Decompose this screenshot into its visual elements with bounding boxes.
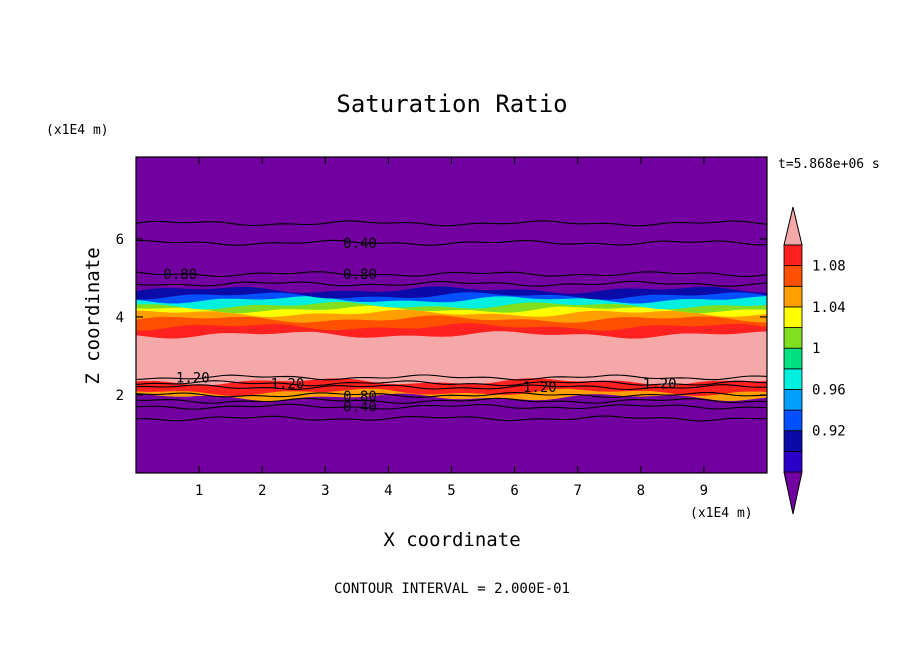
colorbar-segment	[783, 430, 803, 452]
contour-line	[135, 280, 768, 287]
x-axis-label: X coordinate	[383, 529, 520, 551]
contour-lines	[135, 220, 768, 422]
contour-label: 0.80	[343, 267, 377, 283]
contour-line	[135, 239, 768, 246]
x-tick-label: 9	[700, 483, 708, 499]
contour-line	[135, 374, 768, 381]
contour-label: 1.20	[523, 380, 557, 396]
contour-line	[135, 384, 768, 391]
x-unit-label: (x1E4 m)	[690, 506, 753, 521]
contour-label: 0.80	[163, 267, 197, 283]
contour-label: 0.40	[343, 236, 377, 252]
y-axis-ticks: 2 4 6	[116, 232, 767, 404]
contour-line	[135, 415, 768, 422]
contour-label: 0.40	[343, 400, 377, 416]
colorbar-segment	[783, 244, 803, 267]
colorbar-segment	[783, 368, 803, 390]
colorbar-segment	[783, 389, 803, 411]
colorbar-tick-label: 1.04	[812, 300, 846, 316]
colorbar-segment	[783, 347, 803, 370]
contour-label: 1.20	[271, 376, 305, 392]
contour-line	[135, 220, 768, 227]
x-tick-label: 7	[573, 483, 581, 499]
contour-line	[135, 397, 768, 404]
colorbar-segment	[783, 265, 803, 287]
colorbar-segment	[783, 327, 803, 349]
x-tick-label: 2	[258, 483, 266, 499]
colorbar-tick-label: 1.08	[812, 259, 846, 275]
contour-label: 1.20	[643, 376, 677, 392]
colorbar-segment	[783, 285, 803, 308]
x-tick-label: 1	[195, 483, 203, 499]
colorbar: 0.92 0.96 1 1.04 1.08	[783, 206, 846, 515]
contour-interval-note: CONTOUR INTERVAL = 2.000E-01	[334, 581, 570, 597]
contour-label: 0.80	[343, 389, 377, 405]
chart-title: Saturation Ratio	[336, 90, 567, 118]
y-tick-label: 6	[116, 232, 124, 248]
x-axis-ticks: 1 2 3 4 5 6 7 8 9	[195, 157, 708, 499]
contour-line	[135, 403, 768, 410]
y-tick-label: 4	[116, 310, 124, 326]
y-tick-label: 2	[116, 388, 124, 404]
contour-line	[135, 380, 768, 387]
y-unit-label: (x1E4 m)	[46, 123, 109, 138]
colorbar-tick-label: 1	[812, 341, 820, 357]
plot-area	[135, 156, 768, 474]
colorbar-segment	[783, 409, 803, 432]
y-axis-label: Z coordinate	[82, 247, 104, 384]
colorbar-bottom-extension	[783, 471, 803, 515]
x-tick-label: 6	[510, 483, 518, 499]
contour-line	[135, 391, 768, 399]
x-tick-label: 3	[321, 483, 329, 499]
contour-labels: 0.400.800.801.20 1.20 1.20 1.200.800.40	[163, 236, 677, 416]
contour-label: 1.20	[176, 370, 210, 386]
time-label: t=5.868e+06 s	[778, 157, 880, 172]
colorbar-top-extension	[783, 206, 803, 246]
colorbar-segment	[783, 450, 803, 473]
colorbar-tick-label: 0.96	[812, 382, 846, 398]
colorbar-tick-label: 0.92	[812, 424, 846, 440]
x-tick-label: 4	[384, 483, 392, 499]
x-tick-label: 5	[447, 483, 455, 499]
contour-line	[135, 271, 768, 278]
x-tick-label: 8	[637, 483, 645, 499]
colorbar-segment	[783, 306, 803, 328]
